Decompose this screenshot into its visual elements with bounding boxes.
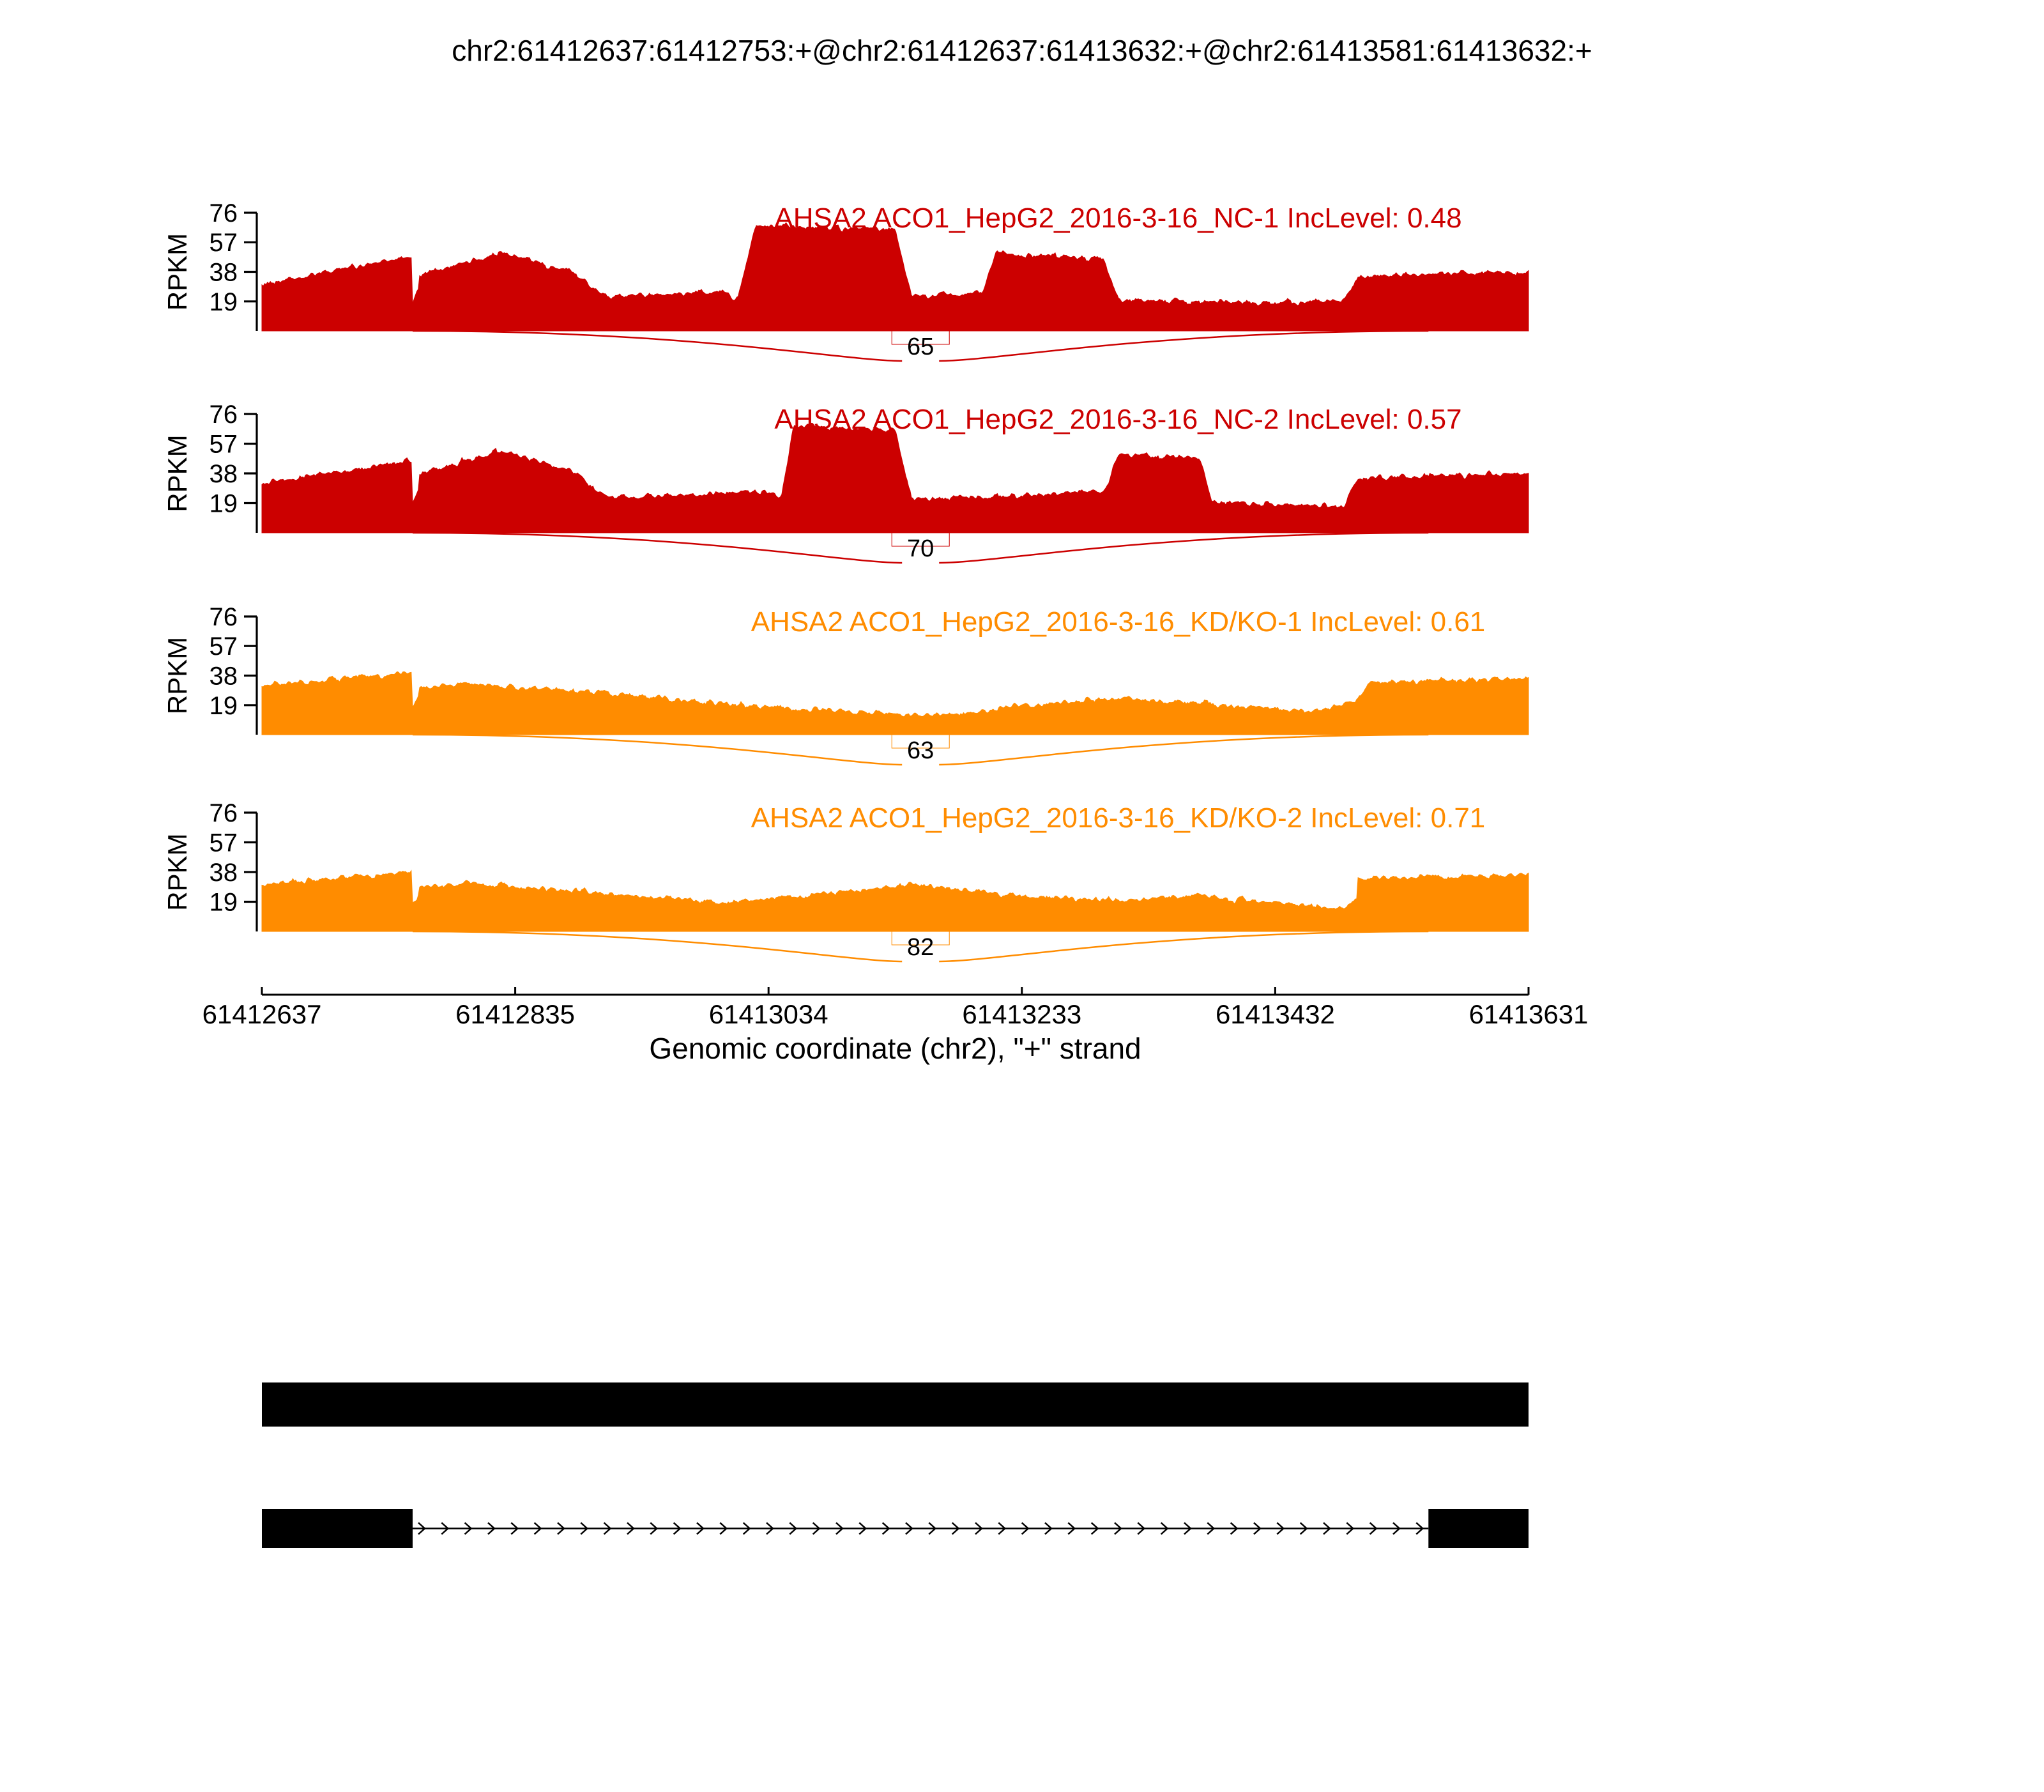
svg-text:chr2:61412637:61412753:+@chr2:: chr2:61412637:61412753:+@chr2:61412637:6… <box>452 34 1592 67</box>
svg-text:61413432: 61413432 <box>1216 999 1335 1029</box>
svg-text:19: 19 <box>210 692 238 720</box>
svg-text:38: 38 <box>210 859 238 887</box>
svg-text:65: 65 <box>907 333 934 360</box>
svg-text:RPKM: RPKM <box>162 637 192 714</box>
svg-text:57: 57 <box>210 431 238 459</box>
svg-text:RPKM: RPKM <box>162 233 192 310</box>
svg-text:19: 19 <box>210 889 238 917</box>
svg-text:AHSA2 ACO1_HepG2_2016-3-16_NC-: AHSA2 ACO1_HepG2_2016-3-16_NC-1 IncLevel… <box>774 203 1461 234</box>
svg-text:AHSA2 ACO1_HepG2_2016-3-16_KD/: AHSA2 ACO1_HepG2_2016-3-16_KD/KO-2 IncLe… <box>751 802 1486 834</box>
svg-text:AHSA2 ACO1_HepG2_2016-3-16_KD/: AHSA2 ACO1_HepG2_2016-3-16_KD/KO-1 IncLe… <box>751 606 1486 638</box>
svg-text:76: 76 <box>210 799 238 827</box>
svg-text:19: 19 <box>210 288 238 316</box>
svg-text:RPKM: RPKM <box>162 833 192 910</box>
svg-text:57: 57 <box>210 829 238 857</box>
svg-text:Genomic coordinate (chr2), "+": Genomic coordinate (chr2), "+" strand <box>649 1032 1141 1065</box>
svg-text:70: 70 <box>907 535 934 562</box>
svg-text:76: 76 <box>210 199 238 227</box>
svg-text:19: 19 <box>210 490 238 518</box>
svg-text:AHSA2 ACO1_HepG2_2016-3-16_NC-: AHSA2 ACO1_HepG2_2016-3-16_NC-2 IncLevel… <box>774 404 1461 435</box>
svg-text:38: 38 <box>210 460 238 488</box>
svg-text:57: 57 <box>210 632 238 661</box>
svg-text:38: 38 <box>210 662 238 691</box>
svg-text:76: 76 <box>210 401 238 429</box>
svg-text:61412835: 61412835 <box>455 999 575 1029</box>
svg-text:82: 82 <box>907 934 934 961</box>
svg-text:63: 63 <box>907 737 934 764</box>
svg-text:61412637: 61412637 <box>202 999 322 1029</box>
svg-text:76: 76 <box>210 603 238 631</box>
svg-text:57: 57 <box>210 229 238 257</box>
svg-text:38: 38 <box>210 259 238 287</box>
svg-text:61413233: 61413233 <box>962 999 1081 1029</box>
svg-text:RPKM: RPKM <box>162 434 192 512</box>
svg-text:61413631: 61413631 <box>1469 999 1589 1029</box>
svg-text:61413034: 61413034 <box>709 999 828 1029</box>
